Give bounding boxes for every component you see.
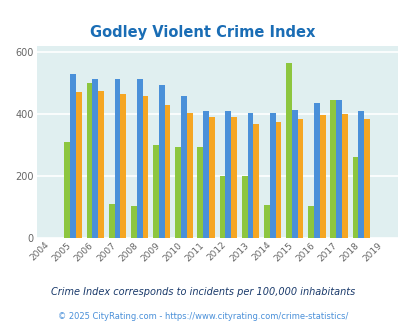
Bar (363, 119, 369, 238)
Bar (313, 103, 319, 238)
Bar (70, 74, 76, 238)
Bar (297, 119, 303, 238)
Bar (114, 79, 120, 238)
Bar (186, 113, 192, 238)
Bar (64, 142, 70, 238)
Bar (335, 100, 341, 238)
Bar (230, 117, 237, 238)
Text: © 2025 CityRating.com - https://www.cityrating.com/crime-statistics/: © 2025 CityRating.com - https://www.city… (58, 312, 347, 321)
Bar (263, 205, 269, 238)
Bar (92, 79, 98, 238)
Bar (120, 94, 126, 238)
Bar (275, 122, 281, 238)
Bar (158, 85, 164, 238)
Text: Crime Index corresponds to incidents per 100,000 inhabitants: Crime Index corresponds to incidents per… (51, 287, 354, 297)
Bar (330, 100, 335, 238)
Bar (109, 204, 114, 238)
Bar (286, 63, 291, 238)
Bar (253, 124, 258, 238)
Bar (136, 79, 142, 238)
Bar (164, 105, 170, 238)
Bar (291, 111, 297, 238)
Bar (219, 177, 225, 238)
Bar (181, 96, 186, 238)
Bar (269, 113, 275, 238)
Bar (86, 83, 92, 238)
Bar (319, 115, 325, 238)
Bar (247, 113, 253, 238)
Bar (197, 147, 203, 238)
Bar (142, 96, 148, 238)
Bar (341, 114, 347, 238)
Bar (352, 157, 358, 238)
Bar (209, 117, 214, 238)
Bar (358, 111, 363, 238)
Bar (225, 111, 230, 238)
Bar (98, 91, 104, 238)
Bar (153, 145, 158, 238)
Bar (307, 206, 313, 238)
Bar (203, 111, 209, 238)
Text: Godley Violent Crime Index: Godley Violent Crime Index (90, 25, 315, 41)
Bar (76, 92, 81, 238)
Bar (175, 147, 181, 238)
Bar (241, 177, 247, 238)
Bar (131, 206, 136, 238)
